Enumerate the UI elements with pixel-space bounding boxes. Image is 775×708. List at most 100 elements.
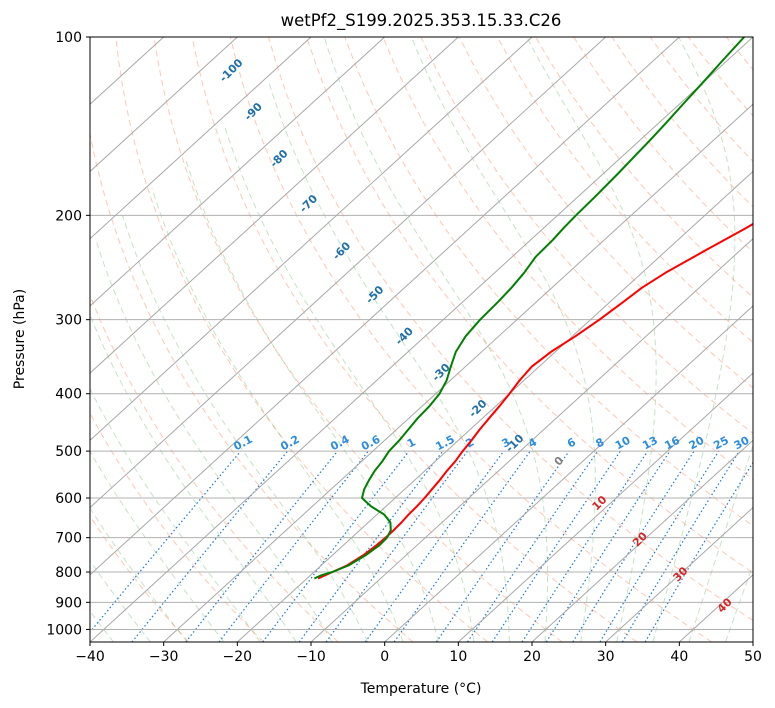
mixing-ratio-label: 1 (405, 435, 418, 450)
isotherm-line (90, 37, 312, 240)
mixing-ratio-label: 30 (732, 434, 752, 453)
isotherm-line (90, 37, 386, 307)
mixing-ratio-line (218, 450, 369, 642)
x-tick-label: 30 (597, 649, 615, 665)
moist-adiabat-line (688, 443, 753, 642)
y-tick-label: 700 (55, 531, 82, 547)
moist-adiabat-line (122, 215, 369, 642)
x-tick-label: −30 (149, 649, 179, 665)
dry-adiabat-line (649, 37, 753, 163)
mixing-ratio-line (521, 450, 649, 642)
mixing-ratio-label: 36 (753, 434, 773, 453)
isobars (90, 37, 753, 630)
y-tick-label: 1000 (46, 622, 82, 638)
mixing-ratio-label: 25 (711, 434, 731, 453)
y-tick-label: 100 (55, 30, 82, 46)
moist-adiabat-line (411, 37, 596, 642)
moist-adiabat-line (652, 37, 736, 642)
x-tick-label: 0 (380, 649, 389, 665)
profiles (313, 37, 753, 580)
isotherm-line (310, 237, 753, 642)
isotherm-line (752, 641, 753, 642)
plot-frame (89, 36, 754, 643)
mixing-ratio-line (545, 450, 671, 642)
mixing-ratio-line (298, 450, 444, 642)
mixing-ratio-line (435, 450, 570, 642)
mixing-ratio-label: 0.2 (278, 433, 301, 454)
y-tick-label: 800 (55, 565, 82, 581)
x-tick-label: −20 (223, 649, 253, 665)
mixing-ratio-label: 0.1 (231, 433, 254, 454)
moist-adiabat-line (90, 507, 188, 642)
moist-adiabat-line (184, 157, 439, 642)
x-tick-label: 20 (523, 649, 541, 665)
dry-adiabat-line (90, 131, 414, 642)
mixing-ratio-label: 20 (687, 434, 707, 453)
isotherm-label: 0 (552, 454, 567, 469)
mixing-ratio-line (185, 450, 339, 642)
x-tick-label: 50 (744, 649, 762, 665)
x-tick-label: 40 (670, 649, 688, 665)
dry-adiabat-line (687, 37, 753, 117)
mixing-ratio-label: 4 (526, 435, 539, 450)
chart-title: wetPf2_S199.2025.353.15.33.C26 (281, 11, 562, 31)
isotherm-line (90, 37, 680, 576)
isotherm-label: -100 (217, 56, 246, 85)
dry-adiabat-line (535, 37, 753, 298)
isotherm-label: 40 (715, 595, 735, 615)
mixing-ratio-line (90, 450, 242, 633)
moist-adiabat-line (95, 239, 333, 642)
moist-adiabat-line (323, 37, 548, 642)
isotherm-line (90, 37, 607, 509)
y-axis-label: Pressure (hPa) (12, 289, 28, 389)
moist-adiabat-line (90, 313, 297, 642)
dry-adiabat-line (382, 37, 753, 481)
isotherm-line (384, 305, 753, 642)
isotherm-label: -60 (330, 239, 353, 262)
mixing-ratio-label: 10 (613, 434, 633, 453)
dry-adiabat-line (726, 37, 753, 71)
moist-adiabats (90, 37, 753, 642)
dewpoint-profile-line (313, 37, 745, 580)
mixing-ratio-line (599, 450, 720, 642)
dry-adiabat-line (496, 37, 753, 344)
mixing-ratio-line (262, 450, 410, 642)
dry-adiabat-line (268, 37, 753, 622)
moist-adiabat-line (725, 563, 753, 642)
mixing-ratio-label: 0.4 (328, 433, 352, 454)
plot-area: 0.1 0.2 0.4 0.6 1 1.5 2 3 4 6 8 10 13 16 20 25 30 36-100-… (90, 37, 775, 642)
dry-adiabat-line (765, 37, 775, 642)
dry-adiabat-line (306, 37, 753, 574)
isotherm-line (90, 37, 459, 374)
mixing-ratio-line (325, 450, 468, 642)
isotherm-label: -90 (242, 100, 265, 123)
x-tick-label: −10 (296, 649, 326, 665)
dry-adiabat-line (420, 37, 753, 435)
dry-adiabat-line (115, 37, 488, 642)
y-tick-label: 900 (55, 595, 82, 611)
isotherm-label: -80 (267, 147, 290, 170)
moist-adiabat-line (223, 123, 475, 642)
y-axis-ticks: 1000 900 800 700 600 500 400 300 200 100 (46, 30, 90, 638)
mixing-ratio-line (131, 450, 289, 642)
temperature-profile-line (317, 222, 753, 580)
dry-adiabat-line (191, 37, 638, 642)
y-tick-label: 200 (55, 208, 82, 224)
mixing-ratio-label: 1.5 (433, 433, 456, 454)
dry-adiabat-line (573, 37, 753, 253)
x-axis-ticks: −40 −30 −20 −10 0 10 20 30 40 50 (75, 642, 762, 665)
mixing-ratio-label: 6 (565, 435, 578, 450)
isotherm-label: -20 (466, 397, 489, 420)
isotherm-line (457, 372, 753, 642)
x-tick-label: −40 (75, 649, 105, 665)
moist-adiabat-line (90, 387, 261, 642)
isotherm-label: -40 (393, 324, 416, 347)
isotherms (90, 37, 753, 642)
isotherm-label: -70 (297, 192, 320, 215)
mixing-ratio-line (466, 450, 599, 642)
moist-adiabat-line (90, 450, 225, 642)
isotherm-line (605, 506, 753, 642)
isotherm-line (531, 439, 753, 642)
x-tick-label: 10 (449, 649, 467, 665)
